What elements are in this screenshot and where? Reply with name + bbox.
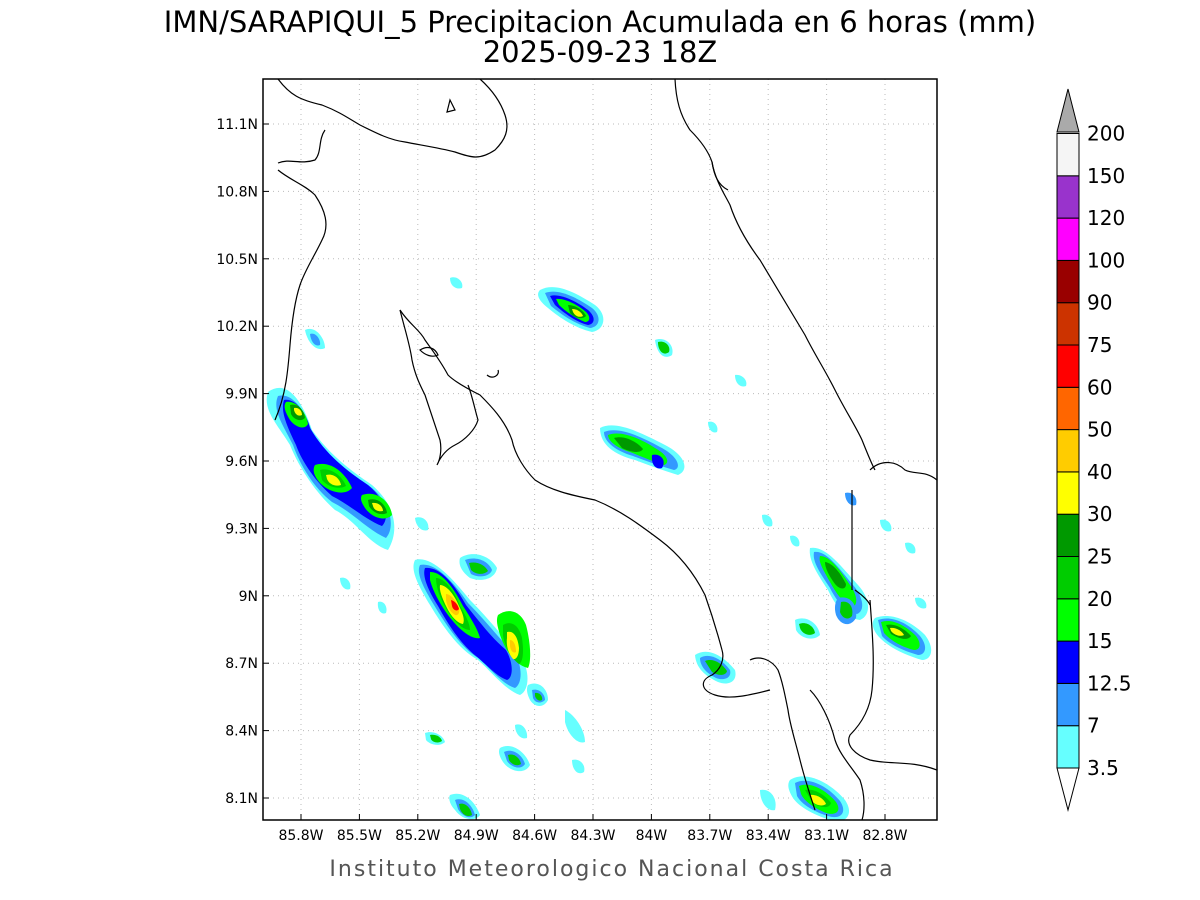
precip-cell-southeast xyxy=(695,547,932,820)
nicaragua-lake-shore xyxy=(277,79,508,158)
lon-tick-label: 83.7W xyxy=(687,828,732,844)
lon-tick-label: 83.1W xyxy=(804,828,849,844)
colorbar-label: 200 xyxy=(1087,122,1125,146)
lat-tick-label: 10.5N xyxy=(216,252,258,268)
colorbar-swatch xyxy=(1056,556,1080,600)
panama-border-north xyxy=(869,461,937,481)
colorbar-swatch xyxy=(1056,598,1080,642)
north-border xyxy=(274,129,327,421)
golfito-coast xyxy=(809,689,865,820)
colorbar-label: 60 xyxy=(1087,375,1112,399)
colorbar-label: 50 xyxy=(1087,418,1112,442)
colorbar-lower-triangle xyxy=(1056,767,1080,812)
credit-text: Instituto Meteorologico Nacional Costa R… xyxy=(329,857,894,882)
precip-cell-nw-coast xyxy=(266,387,395,550)
lat-tick-label: 9N xyxy=(239,589,258,605)
colorbar-label: 12.5 xyxy=(1087,671,1132,695)
lat-tick-label: 9.6N xyxy=(225,454,258,470)
plot-area xyxy=(263,79,937,820)
colorbar-swatch xyxy=(1056,259,1080,304)
map-subtitle-date: 2025-09-23 18Z xyxy=(483,35,718,69)
lon-tick-label: 82.8W xyxy=(862,828,907,844)
colorbar-swatch xyxy=(1056,682,1080,727)
colorbar-swatch xyxy=(1056,725,1080,769)
colorbar-swatch xyxy=(1056,133,1080,177)
colorbar-label: 75 xyxy=(1087,333,1112,357)
island-nicoya xyxy=(419,346,439,357)
precipitation-layer xyxy=(266,277,932,820)
lon-tick-label: 83.4W xyxy=(746,828,791,844)
colorbar-swatch xyxy=(1056,217,1080,261)
colorbar-label: 15 xyxy=(1087,629,1112,653)
colorbar-label: 150 xyxy=(1087,164,1125,188)
precip-cell-central-west xyxy=(413,554,548,706)
gulf-nicoya xyxy=(399,309,771,698)
colorbar-label: 7 xyxy=(1087,714,1100,738)
lon-tick-label: 84W xyxy=(636,828,668,844)
lat-tick-label: 8.4N xyxy=(225,724,258,740)
colorbar-label: 25 xyxy=(1087,545,1112,569)
colorbar-swatch xyxy=(1056,386,1080,431)
colorbar-swatch xyxy=(1056,175,1080,219)
lat-tick-label: 9.3N xyxy=(225,521,258,537)
colorbar-label: 30 xyxy=(1087,502,1112,526)
precip-cell-south xyxy=(340,374,927,820)
lon-tick-label: 85.5W xyxy=(337,828,382,844)
lat-tick-label: 11.1N xyxy=(216,117,258,133)
lon-tick-label: 85.2W xyxy=(395,828,440,844)
burica xyxy=(848,599,937,771)
island-north xyxy=(446,98,456,113)
precip-cell-north xyxy=(305,277,685,475)
caribbean-coast xyxy=(711,161,876,471)
colorbar-swatch xyxy=(1056,513,1080,558)
lat-tick-label: 9.9N xyxy=(225,387,258,403)
lon-tick-label: 84.3W xyxy=(570,828,615,844)
colorbar-label: 40 xyxy=(1087,460,1112,484)
colorbar-label: 90 xyxy=(1087,291,1112,315)
nicoya-peninsula xyxy=(399,309,499,466)
colorbar-label: 120 xyxy=(1087,206,1125,230)
latitude-axis: 11.1N 10.8N 10.5N 10.2N 9.9N 9.6N 9.3N 9N 8.7N 8.… xyxy=(216,117,269,807)
panama-border-vertical xyxy=(851,490,871,606)
colorbar-upper-triangle xyxy=(1056,88,1080,133)
plot-frame xyxy=(262,78,938,821)
colorbar-swatch xyxy=(1056,471,1080,515)
colorbar-swatch xyxy=(1056,640,1080,684)
lon-tick-label: 84.9W xyxy=(454,828,499,844)
lat-tick-label: 10.8N xyxy=(216,184,258,200)
lon-tick-label: 84.6W xyxy=(512,828,557,844)
colorbar-label: 100 xyxy=(1087,248,1125,272)
colorbar-swatch xyxy=(1056,429,1080,473)
lat-tick-label: 8.7N xyxy=(225,656,258,672)
colorbar: 3.5 7 12.5 15 20 25 30 40 50 60 75 90 100 120 150 200 xyxy=(1056,88,1132,812)
lat-tick-label: 10.2N xyxy=(216,319,258,335)
map-title: IMN/SARAPIQUI_5 Precipitacion Acumulada … xyxy=(164,5,1036,39)
colorbar-swatch xyxy=(1056,344,1080,388)
coastlines-and-borders xyxy=(274,79,937,820)
colorbar-label: 3.5 xyxy=(1087,756,1119,780)
colorbar-label: 20 xyxy=(1087,587,1112,611)
lon-tick-label: 85.8W xyxy=(278,828,323,844)
lat-tick-label: 8.1N xyxy=(225,791,258,807)
osa-peninsula xyxy=(749,657,816,811)
colorbar-swatch xyxy=(1056,302,1080,346)
longitude-axis: 85.8W 85.5W 85.2W 84.9W 84.6W 84.3W 84W 83.7W 83… xyxy=(278,814,908,844)
